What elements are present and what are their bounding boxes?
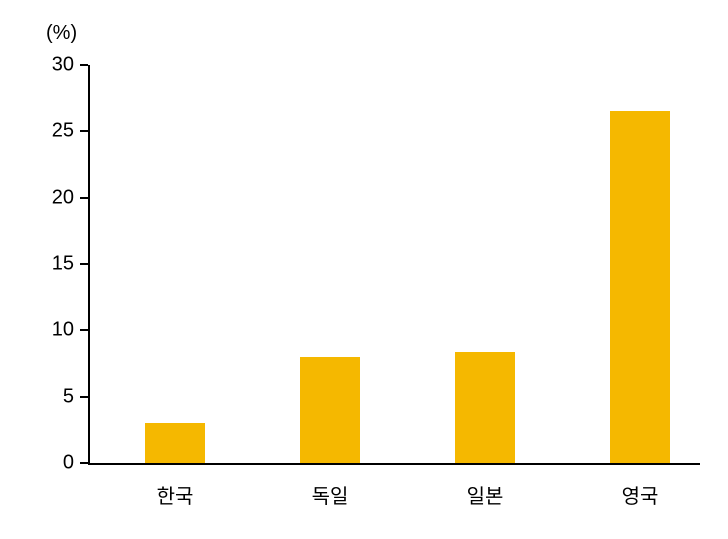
y-tick-mark xyxy=(80,197,88,199)
bar xyxy=(300,357,360,463)
y-tick-label: 30 xyxy=(52,54,74,77)
y-tick-label: 10 xyxy=(52,319,74,342)
bar xyxy=(145,423,205,463)
y-axis-line xyxy=(88,65,90,465)
bar-chart: (%) 0 5 10 15 20 25 30 한국 독일 일본 영국 xyxy=(0,0,728,539)
y-tick-mark xyxy=(80,329,88,331)
y-tick-label: 20 xyxy=(52,186,74,209)
y-tick-label: 0 xyxy=(63,452,74,475)
y-axis-title: (%) xyxy=(46,22,77,45)
bar xyxy=(610,111,670,463)
y-tick-mark xyxy=(80,263,88,265)
y-tick-mark xyxy=(80,130,88,132)
y-tick-label: 5 xyxy=(63,385,74,408)
x-tick-label: 한국 xyxy=(157,480,194,509)
y-tick-label: 15 xyxy=(52,253,74,276)
x-axis-line xyxy=(88,463,700,465)
x-tick-label: 독일 xyxy=(312,480,349,509)
y-tick-mark xyxy=(80,462,88,464)
bar xyxy=(455,352,515,463)
y-tick-label: 25 xyxy=(52,120,74,143)
y-tick-mark xyxy=(80,64,88,66)
y-tick-mark xyxy=(80,396,88,398)
x-tick-label: 영국 xyxy=(622,480,659,509)
x-tick-label: 일본 xyxy=(467,480,504,509)
